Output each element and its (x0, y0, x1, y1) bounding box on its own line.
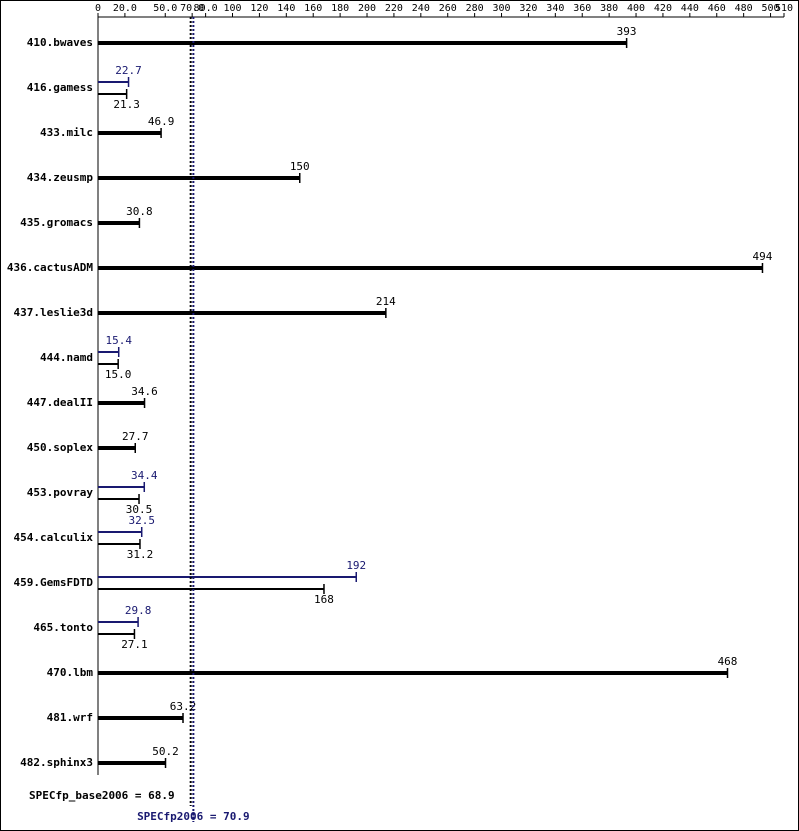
x-tick-label: 480 (735, 3, 753, 14)
x-tick-label: 200 (358, 3, 376, 14)
category-label: 444.namd (40, 351, 93, 364)
value-label: 393 (617, 25, 637, 38)
x-tick-label: 120 (250, 3, 268, 14)
value-label: 30.5 (126, 503, 153, 516)
x-tick-label: 260 (439, 3, 457, 14)
x-tick-label: 420 (654, 3, 672, 14)
value-label: 15.0 (105, 368, 132, 381)
category-label: 416.gamess (27, 81, 93, 94)
value-label: 150 (290, 160, 310, 173)
reference-label: SPECfp_base2006 = 68.9 (29, 789, 175, 802)
category-label: 410.bwaves (27, 36, 93, 49)
value-label: 50.2 (152, 745, 179, 758)
category-label: 470.lbm (47, 666, 94, 679)
category-label: 453.povray (27, 486, 94, 499)
x-tick-label: 220 (385, 3, 403, 14)
category-label: 435.gromacs (20, 216, 93, 229)
category-label: 434.zeusmp (27, 171, 94, 184)
x-tick-label: 180 (331, 3, 349, 14)
reference-label: SPECfp2006 = 70.9 (137, 810, 250, 823)
value-label: 29.8 (125, 604, 152, 617)
category-label: 433.milc (40, 126, 93, 139)
x-tick-label: 360 (573, 3, 591, 14)
x-tick-label: 80.0 (194, 3, 218, 14)
category-label: 465.tonto (33, 621, 93, 634)
category-label: 481.wrf (47, 711, 93, 724)
x-tick-label: 0 (95, 3, 101, 14)
x-tick-label: 280 (466, 3, 484, 14)
category-label: 436.cactusADM (7, 261, 93, 274)
value-label: 21.3 (113, 98, 140, 111)
x-tick-label: 340 (546, 3, 564, 14)
value-label: 192 (346, 559, 366, 572)
category-label: 459.GemsFDTD (14, 576, 94, 589)
category-label: 482.sphinx3 (20, 756, 93, 769)
x-tick-label: 320 (519, 3, 537, 14)
x-tick-label: 440 (681, 3, 699, 14)
value-label: 27.1 (121, 638, 148, 651)
value-label: 34.4 (131, 469, 158, 482)
value-label: 46.9 (148, 115, 175, 128)
x-tick-label: 300 (492, 3, 510, 14)
x-tick-label: 70.0 (180, 3, 204, 14)
x-tick-label: 380 (600, 3, 618, 14)
value-label: 214 (376, 295, 396, 308)
category-label: 437.leslie3d (14, 306, 93, 319)
value-label: 30.8 (126, 205, 153, 218)
category-label: 450.soplex (27, 441, 94, 454)
category-label: 454.calculix (14, 531, 94, 544)
x-tick-label: 400 (627, 3, 645, 14)
value-label: 494 (753, 250, 773, 263)
x-tick-label: 100 (223, 3, 241, 14)
x-tick-label: 140 (277, 3, 295, 14)
x-tick-label: 500 (762, 3, 780, 14)
category-label: 447.dealII (27, 396, 93, 409)
value-label: 22.7 (115, 64, 142, 77)
value-label: 63.2 (170, 700, 197, 713)
value-label: 31.2 (127, 548, 154, 561)
value-label: 168 (314, 593, 334, 606)
value-label: 468 (718, 655, 738, 668)
x-tick-label: 510 (775, 3, 793, 14)
x-tick-label: 50.0 (153, 3, 177, 14)
x-tick-label: 240 (412, 3, 430, 14)
value-label: 34.6 (131, 385, 158, 398)
value-label: 15.4 (105, 334, 132, 347)
x-tick-label: 460 (708, 3, 726, 14)
value-label: 32.5 (128, 514, 155, 527)
x-tick-label: 160 (304, 3, 322, 14)
value-label: 27.7 (122, 430, 149, 443)
x-tick-label: 20.0 (113, 3, 137, 14)
